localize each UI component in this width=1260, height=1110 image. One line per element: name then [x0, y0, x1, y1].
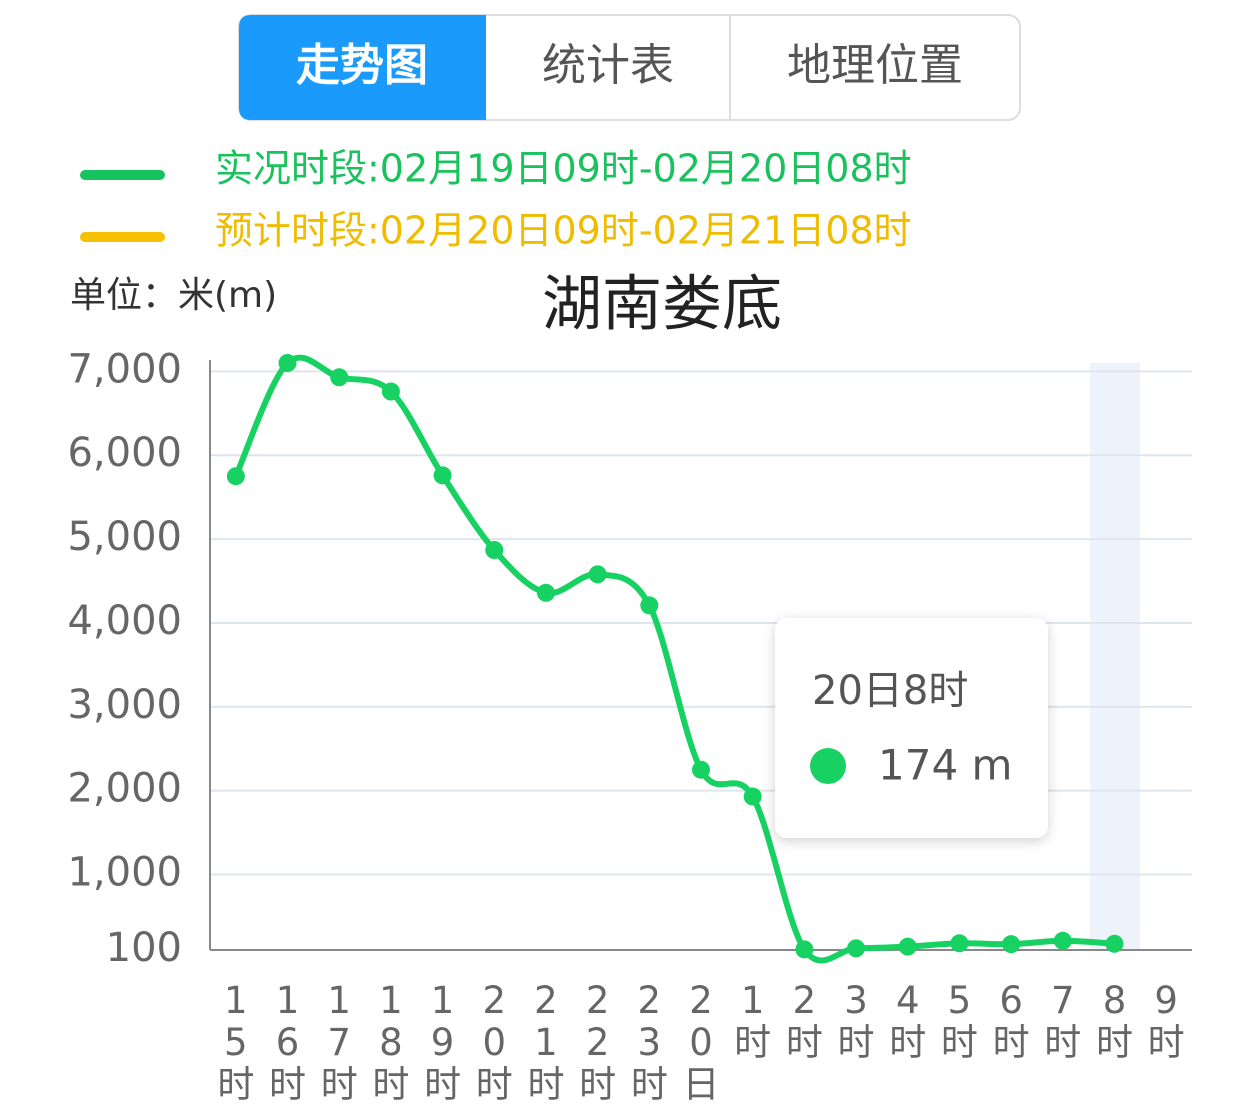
x-tick-label: 17时 [320, 979, 358, 1106]
tooltip-value: 174 m [878, 741, 1012, 790]
legend-swatch [80, 170, 165, 180]
legend-swatch [80, 232, 165, 242]
tooltip: 20日8时 174 m [775, 618, 1048, 838]
tab[interactable]: 地理位置 [787, 40, 963, 91]
tab[interactable]: 统计表 [542, 40, 674, 91]
point [950, 934, 969, 953]
point [381, 382, 400, 401]
point [898, 937, 917, 956]
tab-active[interactable] [239, 15, 486, 120]
point [330, 368, 349, 387]
x-tick-label: 2时 [785, 979, 823, 1064]
unit-label: 单位：米(m) [70, 275, 277, 316]
tooltip-box [775, 618, 1048, 838]
point [536, 583, 555, 602]
chart-title: 湖南娄底 [542, 270, 782, 340]
y-tick-label: 5,000 [67, 514, 182, 560]
x-tick-label: 20时 [475, 979, 513, 1106]
point [1105, 934, 1124, 953]
point [588, 565, 607, 584]
x-tick-label: 6时 [992, 979, 1030, 1064]
x-tick-label: 16时 [269, 979, 307, 1106]
point [847, 939, 866, 958]
y-tick-label: 4,000 [67, 598, 182, 644]
x-tick-label: 19时 [424, 979, 462, 1106]
y-tick-label: 6,000 [67, 430, 182, 476]
y-tick-label: 100 [106, 925, 182, 971]
x-tick-label: 9时 [1147, 979, 1185, 1064]
point [640, 596, 659, 615]
y-tick-label: 1,000 [67, 850, 182, 896]
point [485, 541, 504, 560]
x-tick-label: 21时 [527, 979, 565, 1106]
x-tick-label: 8时 [1095, 979, 1133, 1064]
x-tick-label: 20日 [682, 979, 720, 1106]
x-tick-label: 18时 [372, 979, 410, 1106]
point [1002, 935, 1021, 954]
point [692, 760, 710, 779]
y-tick-label: 3,000 [67, 682, 182, 728]
y-tick-label: 7,000 [67, 346, 182, 392]
x-tick-label: 4时 [889, 979, 927, 1064]
point [743, 787, 762, 806]
point [278, 354, 297, 372]
legend-text: 预计时段:02月20日09时-02月21日08时 [215, 209, 912, 253]
point [226, 467, 245, 486]
tooltip-title: 20日8时 [812, 668, 968, 714]
tab[interactable]: 走势图 [296, 40, 428, 91]
x-tick-label: 5时 [940, 979, 978, 1064]
legend-text: 实况时段:02月19日09时-02月20日08时 [215, 147, 912, 191]
point [1053, 931, 1072, 950]
tooltip-dot [810, 748, 846, 784]
hover-band [1090, 363, 1140, 950]
x-tick-label: 22时 [579, 979, 617, 1106]
x-tick-label: 3时 [837, 979, 875, 1064]
point [795, 940, 814, 959]
y-tick-label: 2,000 [67, 766, 182, 812]
x-tick-label: 7时 [1044, 979, 1082, 1064]
line [233, 354, 1115, 964]
x-tick-label: 23时 [630, 979, 668, 1106]
x-tick-label: 15时 [217, 979, 255, 1106]
point [433, 466, 452, 485]
x-tick-label: 1时 [734, 979, 772, 1064]
